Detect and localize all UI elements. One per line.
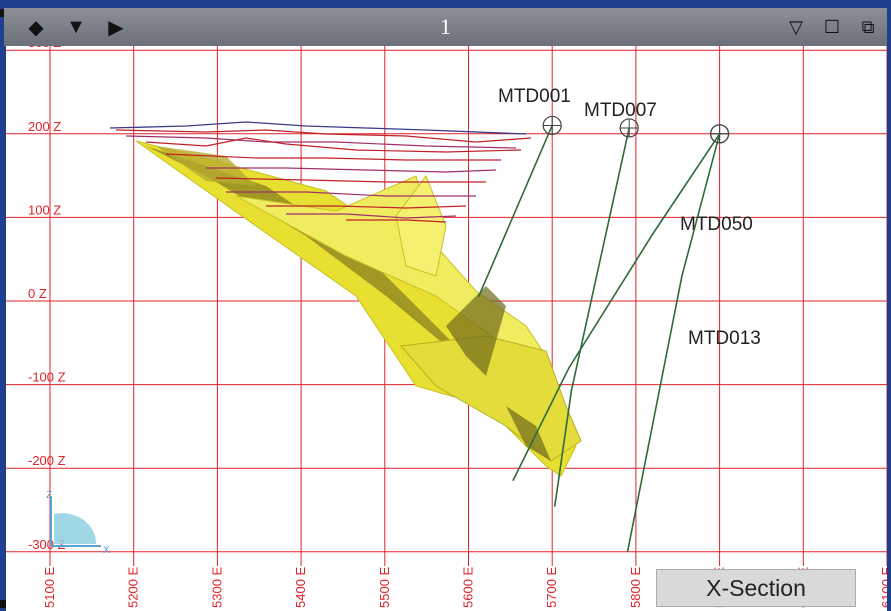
diamond-icon[interactable]: ◆ xyxy=(28,16,44,39)
east-tick-label: 5400 E xyxy=(293,566,308,608)
east-tick-label: 5100 E xyxy=(42,566,57,608)
section-outline xyxy=(165,153,501,161)
drillhole-label: MTD007 xyxy=(584,100,657,121)
drillhole-label: MTD001 xyxy=(498,86,571,107)
drillhole-trace xyxy=(477,125,553,298)
section-outline xyxy=(109,121,527,135)
east-tick-label: 6100 E xyxy=(879,566,887,608)
east-tick-label: 5300 E xyxy=(209,566,224,608)
drillhole-trace xyxy=(553,127,630,507)
elev-tick-label: 0 Z xyxy=(28,286,47,301)
triangle-down-icon[interactable]: ▼ xyxy=(66,15,86,38)
east-tick-label: 5600 E xyxy=(461,566,476,608)
section-outline xyxy=(206,167,497,173)
east-tick-label: 5500 E xyxy=(377,566,392,608)
east-tick-label: 5800 E xyxy=(628,566,643,608)
elev-tick-label: 100 Z xyxy=(28,202,61,217)
orebody-solid xyxy=(135,140,582,477)
section-outline xyxy=(266,205,467,209)
maximize-icon[interactable]: ☐ xyxy=(823,16,841,37)
elev-tick-label: 300 Z xyxy=(28,46,61,50)
restore-icon[interactable]: ⧉ xyxy=(861,16,875,37)
section-outline xyxy=(145,137,522,153)
section-outline xyxy=(115,129,532,143)
play-icon[interactable]: ▶ xyxy=(108,16,124,39)
elev-tick-label: -100 Z xyxy=(28,370,66,385)
svg-text:X: X xyxy=(103,545,110,556)
triangle-down-outline-icon[interactable]: ▽ xyxy=(789,16,803,37)
section-outline xyxy=(286,213,457,219)
drillhole-label: MTD013 xyxy=(688,328,761,349)
section-outline xyxy=(346,219,447,223)
drillholes: MTD001 MTD007 MTD050 MTD013 xyxy=(477,86,761,552)
section-outline xyxy=(125,135,517,149)
title-bar: ◆ ▼ ▶ 1 ▽ ☐ ⧉ xyxy=(4,8,887,46)
section-outlines xyxy=(109,121,532,223)
window-title: 1 xyxy=(440,14,451,39)
east-tick-label: 5200 E xyxy=(126,566,141,608)
drillhole-trace xyxy=(512,133,721,482)
svg-text:Z: Z xyxy=(46,490,52,501)
orebody-face xyxy=(506,406,551,461)
orebody-face xyxy=(446,286,506,376)
drillhole-trace xyxy=(626,133,721,552)
orebody-face xyxy=(156,146,256,186)
window-corner-marker xyxy=(0,600,6,608)
axis-orientation-icon: Z X xyxy=(46,490,110,556)
elev-tick-label: 200 Z xyxy=(28,119,61,134)
orebody-face xyxy=(395,174,447,277)
drillhole-label: MTD050 xyxy=(680,214,753,235)
section-outline xyxy=(226,191,476,197)
section-outline xyxy=(215,177,486,183)
x-section-button[interactable]: X-Section xyxy=(656,569,856,607)
elev-tick-label: -200 Z xyxy=(28,453,66,468)
east-tick-label: 5700 E xyxy=(544,566,559,608)
